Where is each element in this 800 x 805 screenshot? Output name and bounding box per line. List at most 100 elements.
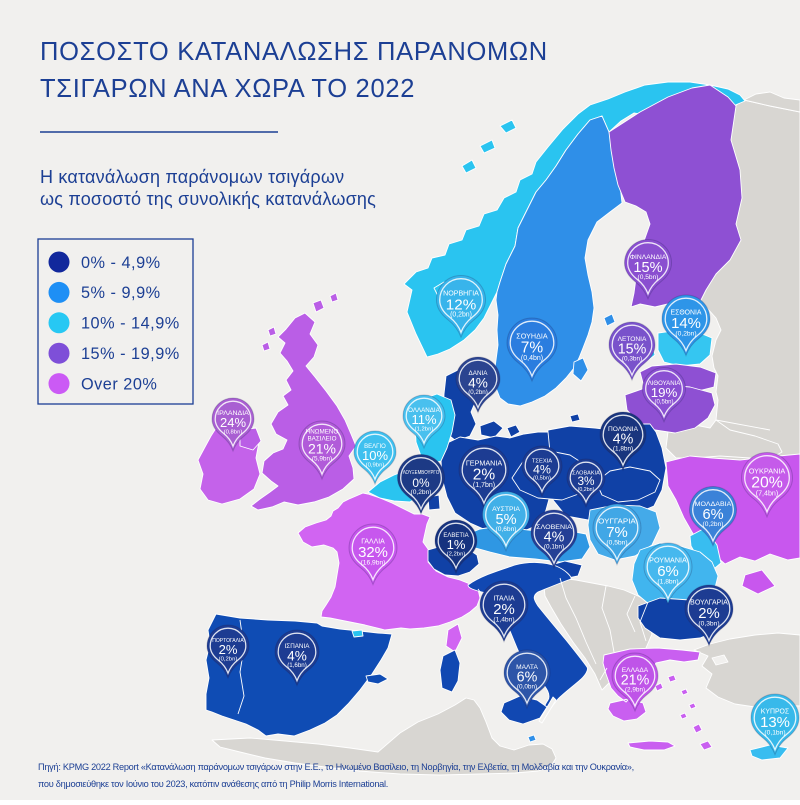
svg-text:6%: 6% bbox=[517, 670, 538, 686]
svg-text:(0,3bn): (0,3bn) bbox=[622, 356, 642, 363]
svg-text:(0,2bn): (0,2bn) bbox=[675, 330, 696, 337]
svg-text:11%: 11% bbox=[411, 412, 436, 427]
svg-text:ΙΣΠΑΝΙΑ: ΙΣΠΑΝΙΑ bbox=[285, 643, 311, 650]
svg-text:(0,9bn): (0,9bn) bbox=[366, 462, 385, 468]
svg-text:4%: 4% bbox=[468, 375, 488, 390]
svg-text:10% - 14,9%: 10% - 14,9% bbox=[81, 315, 180, 333]
svg-text:ΓΑΛΛΙΑ: ΓΑΛΛΙΑ bbox=[361, 539, 385, 546]
svg-text:ΦΙΝΛΑΝΔΙΑ: ΦΙΝΛΑΝΔΙΑ bbox=[630, 254, 667, 261]
svg-text:ΓΕΡΜΑΝΙΑ: ΓΕΡΜΑΝΙΑ bbox=[466, 459, 503, 468]
svg-text:Η κατανάλωση παράνομων τσιγάρω: Η κατανάλωση παράνομων τσιγάρων bbox=[40, 167, 344, 187]
svg-text:ΤΣΙΓΑΡΩΝ ΑΝΑ ΧΩΡΑ ΤΟ 2022: ΤΣΙΓΑΡΩΝ ΑΝΑ ΧΩΡΑ ΤΟ 2022 bbox=[40, 75, 415, 103]
svg-text:0% - 4,9%: 0% - 4,9% bbox=[81, 254, 161, 272]
svg-text:ΔΑΝΙΑ: ΔΑΝΙΑ bbox=[469, 370, 489, 377]
svg-text:ΟΛΛΑΝΔΙΑ: ΟΛΛΑΝΔΙΑ bbox=[408, 408, 440, 414]
svg-text:(0,5bn): (0,5bn) bbox=[638, 274, 659, 281]
svg-text:ΜΑΛΤΑ: ΜΑΛΤΑ bbox=[516, 664, 538, 671]
svg-text:(0,4bn): (0,4bn) bbox=[521, 355, 543, 362]
svg-text:15%: 15% bbox=[633, 260, 662, 276]
svg-text:ΝΟΡΒΗΓΙΑ: ΝΟΡΒΗΓΙΑ bbox=[443, 290, 479, 298]
svg-text:(0,2bn): (0,2bn) bbox=[468, 389, 488, 396]
svg-text:ΠΟΣΟΣΤΟ ΚΑΤΑΝΑΛΩΣΗΣ ΠΑΡΑΝΟΜΩΝ: ΠΟΣΟΣΤΟ ΚΑΤΑΝΑΛΩΣΗΣ ΠΑΡΑΝΟΜΩΝ bbox=[40, 38, 548, 66]
svg-text:21%: 21% bbox=[308, 441, 336, 457]
svg-text:ΣΛΟΒΕΝΙΑ: ΣΛΟΒΕΝΙΑ bbox=[536, 524, 572, 531]
svg-text:ΒΕΛΓΙΟ: ΒΕΛΓΙΟ bbox=[364, 444, 386, 450]
svg-text:ΤΣΕΧΙΑ: ΤΣΕΧΙΑ bbox=[532, 458, 552, 464]
svg-text:(0,5bn): (0,5bn) bbox=[654, 400, 673, 406]
svg-text:ΛΙΘΟΥΑΝΙΑ: ΛΙΘΟΥΑΝΙΑ bbox=[648, 380, 681, 387]
svg-text:12%: 12% bbox=[446, 296, 476, 313]
svg-text:ΑΥΣΤΡΙΑ: ΑΥΣΤΡΙΑ bbox=[492, 506, 520, 513]
svg-text:3%: 3% bbox=[577, 474, 595, 488]
svg-text:ΗΝΩΜΕΝΟ: ΗΝΩΜΕΝΟ bbox=[306, 428, 339, 435]
svg-text:6%: 6% bbox=[657, 564, 679, 580]
svg-text:(0,2bn): (0,2bn) bbox=[219, 656, 238, 662]
svg-text:(0,8bn): (0,8bn) bbox=[224, 429, 243, 435]
svg-text:2%: 2% bbox=[473, 467, 496, 484]
svg-text:1%: 1% bbox=[447, 537, 466, 552]
svg-text:(0,5bn): (0,5bn) bbox=[606, 539, 627, 546]
svg-text:ΟΥΚΡΑΝΙΑ: ΟΥΚΡΑΝΙΑ bbox=[749, 466, 786, 475]
svg-text:(0,5bn): (0,5bn) bbox=[533, 476, 551, 482]
svg-text:2%: 2% bbox=[493, 602, 515, 618]
svg-text:(2,2bn): (2,2bn) bbox=[447, 551, 466, 557]
svg-text:15% - 19,9%: 15% - 19,9% bbox=[81, 345, 180, 363]
svg-text:4%: 4% bbox=[287, 648, 307, 663]
svg-text:(0,2bn): (0,2bn) bbox=[703, 521, 724, 528]
svg-text:(0,2bn): (0,2bn) bbox=[578, 487, 595, 493]
svg-text:(5,9bn): (5,9bn) bbox=[312, 456, 332, 463]
svg-text:24%: 24% bbox=[220, 415, 246, 430]
svg-text:ΛΕΤΟΝΙΑ: ΛΕΤΟΝΙΑ bbox=[618, 336, 647, 343]
svg-text:(1,7bn): (1,7bn) bbox=[473, 482, 495, 489]
svg-text:ΕΛΒΕΤΙΑ: ΕΛΒΕΤΙΑ bbox=[443, 533, 468, 539]
svg-text:(0,6bn): (0,6bn) bbox=[496, 526, 517, 533]
svg-text:(0,0bn): (0,0bn) bbox=[517, 684, 537, 691]
svg-text:20%: 20% bbox=[751, 475, 783, 492]
svg-text:ΕΛΛΑΔΑ: ΕΛΛΑΔΑ bbox=[622, 667, 649, 674]
svg-text:5% - 9,9%: 5% - 9,9% bbox=[81, 284, 161, 302]
svg-text:21%: 21% bbox=[621, 673, 650, 689]
svg-text:(1,8bn): (1,8bn) bbox=[613, 446, 633, 453]
svg-text:(1,4bn): (1,4bn) bbox=[493, 616, 514, 623]
svg-text:2%: 2% bbox=[219, 642, 238, 657]
svg-text:(1,8bn): (1,8bn) bbox=[657, 578, 678, 585]
svg-text:2%: 2% bbox=[698, 606, 720, 622]
svg-text:ως ποσοστό της συνολικής καταν: ως ποσοστό της συνολικής κατανάλωσης bbox=[40, 189, 376, 209]
svg-text:ΟΥΓΓΑΡΙΑ: ΟΥΓΓΑΡΙΑ bbox=[598, 519, 636, 526]
svg-text:ΡΟΥΜΑΝΙΑ: ΡΟΥΜΑΝΙΑ bbox=[649, 558, 687, 565]
svg-text:ΕΣΘΟΝΙΑ: ΕΣΘΟΝΙΑ bbox=[670, 310, 701, 317]
svg-text:(0,2bn): (0,2bn) bbox=[450, 312, 472, 319]
svg-text:4%: 4% bbox=[613, 432, 634, 448]
svg-text:Πηγή: KPMG 2022 Report «Κατανά: Πηγή: KPMG 2022 Report «Κατανάλωση παράν… bbox=[38, 762, 634, 772]
svg-text:19%: 19% bbox=[651, 385, 678, 400]
svg-text:που δημοσιεύθηκε τον Ιούνιο το: που δημοσιεύθηκε τον Ιούνιο του 2023, κα… bbox=[38, 779, 388, 789]
svg-text:4%: 4% bbox=[544, 530, 565, 546]
svg-text:(0,1bn): (0,1bn) bbox=[764, 729, 785, 736]
svg-text:10%: 10% bbox=[362, 448, 388, 463]
svg-text:(0,1bn): (0,1bn) bbox=[544, 544, 564, 551]
svg-text:ΒΟΥΛΓΑΡΙΑ: ΒΟΥΛΓΑΡΙΑ bbox=[690, 600, 728, 607]
svg-text:(2,9bn): (2,9bn) bbox=[625, 687, 645, 694]
svg-text:ΚΥΠΡΟΣ: ΚΥΠΡΟΣ bbox=[761, 709, 789, 716]
svg-text:(7,4bn): (7,4bn) bbox=[756, 489, 778, 497]
svg-text:ΠΟΛΩΝΙΑ: ΠΟΛΩΝΙΑ bbox=[608, 426, 639, 433]
svg-text:7%: 7% bbox=[606, 525, 628, 541]
svg-text:ΛΟΥΞΕΜΒΟΥΡΓΟ: ΛΟΥΞΕΜΒΟΥΡΓΟ bbox=[403, 470, 440, 476]
svg-text:32%: 32% bbox=[358, 545, 388, 561]
svg-text:7%: 7% bbox=[521, 340, 544, 357]
svg-text:Over 20%: Over 20% bbox=[81, 375, 157, 393]
svg-text:(16,9bn): (16,9bn) bbox=[361, 559, 386, 566]
svg-text:5%: 5% bbox=[495, 512, 516, 528]
svg-text:6%: 6% bbox=[702, 507, 723, 523]
svg-text:ΠΟΡΤΟΓΑΛΙΑ: ΠΟΡΤΟΓΑΛΙΑ bbox=[212, 638, 244, 644]
svg-text:13%: 13% bbox=[760, 715, 790, 731]
svg-text:ΙΡΛΑΝΔΙΑ: ΙΡΛΑΝΔΙΑ bbox=[217, 411, 249, 417]
svg-text:(0,2bn): (0,2bn) bbox=[411, 489, 432, 496]
svg-text:(0,3bn): (0,3bn) bbox=[698, 620, 719, 627]
svg-text:ΙΤΑΛΙΑ: ΙΤΑΛΙΑ bbox=[493, 596, 515, 603]
svg-text:15%: 15% bbox=[618, 342, 647, 358]
svg-text:0%: 0% bbox=[412, 476, 430, 490]
svg-text:(1,6bn): (1,6bn) bbox=[287, 662, 307, 669]
svg-text:ΣΟΥΗΔΙΑ: ΣΟΥΗΔΙΑ bbox=[516, 332, 548, 341]
svg-text:ΒΑΣΙΛΕΙΟ: ΒΑΣΙΛΕΙΟ bbox=[307, 435, 336, 442]
